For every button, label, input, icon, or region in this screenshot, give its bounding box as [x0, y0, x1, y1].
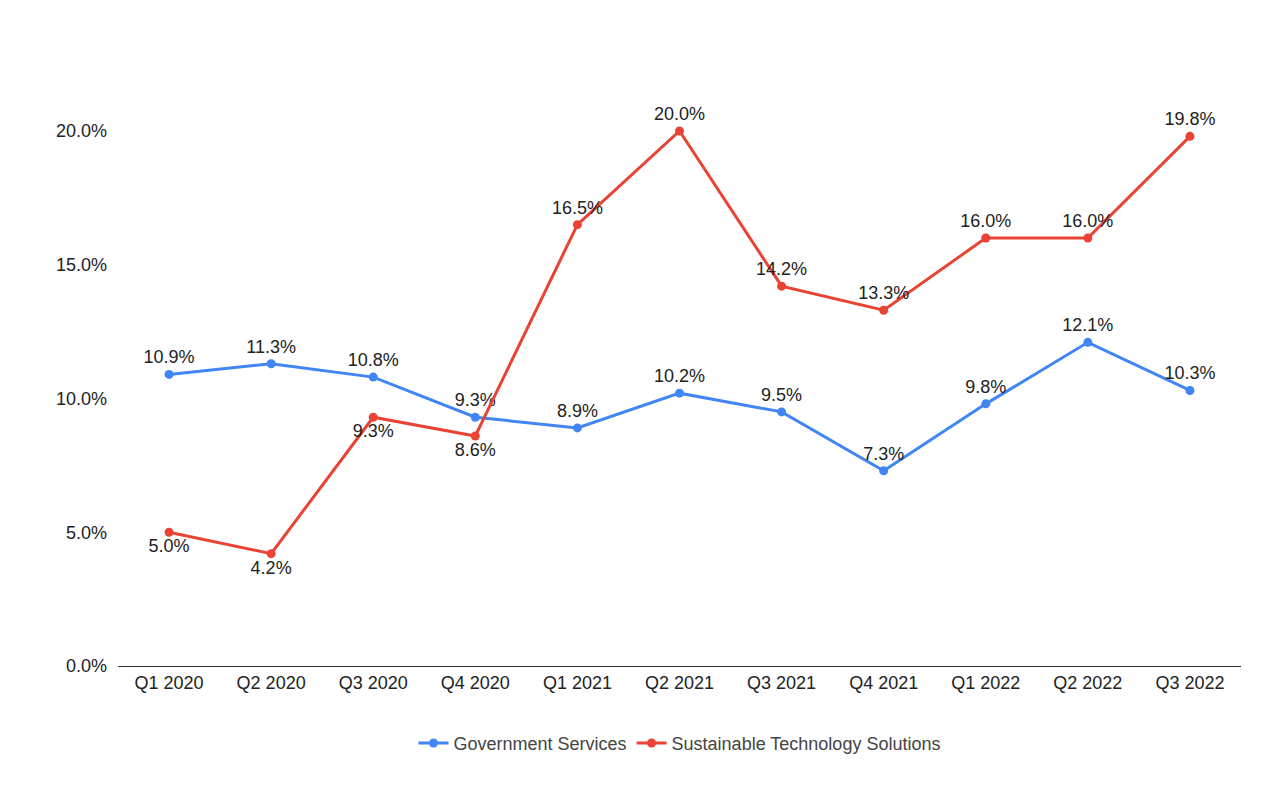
svg-text:16.0%: 16.0% [960, 211, 1011, 231]
svg-text:Government Services: Government Services [454, 734, 627, 754]
svg-text:12.1%: 12.1% [1062, 315, 1113, 335]
svg-text:20.0%: 20.0% [56, 121, 107, 141]
svg-text:4.2%: 4.2% [251, 558, 292, 578]
svg-text:20.0%: 20.0% [654, 104, 705, 124]
svg-text:Q1 2022: Q1 2022 [951, 673, 1020, 693]
svg-text:7.3%: 7.3% [863, 444, 904, 464]
svg-text:Q2 2022: Q2 2022 [1053, 673, 1122, 693]
svg-text:Q2 2021: Q2 2021 [645, 673, 714, 693]
svg-text:19.8%: 19.8% [1164, 109, 1215, 129]
svg-text:15.0%: 15.0% [56, 255, 107, 275]
svg-text:10.9%: 10.9% [144, 347, 195, 367]
svg-text:16.0%: 16.0% [1062, 211, 1113, 231]
svg-text:Sustainable Technology Solutio: Sustainable Technology Solutions [672, 734, 941, 754]
svg-text:14.2%: 14.2% [756, 259, 807, 279]
svg-text:Q3 2020: Q3 2020 [339, 673, 408, 693]
svg-text:8.9%: 8.9% [557, 401, 598, 421]
svg-text:8.6%: 8.6% [455, 440, 496, 460]
svg-text:10.0%: 10.0% [56, 389, 107, 409]
svg-text:13.3%: 13.3% [858, 283, 909, 303]
svg-text:11.3%: 11.3% [246, 337, 296, 357]
svg-text:5.0%: 5.0% [66, 523, 107, 543]
svg-text:Q1 2020: Q1 2020 [135, 673, 204, 693]
svg-text:Q2 2020: Q2 2020 [237, 673, 306, 693]
svg-text:9.3%: 9.3% [455, 390, 496, 410]
svg-text:Q4 2020: Q4 2020 [441, 673, 510, 693]
svg-text:10.8%: 10.8% [348, 350, 399, 370]
svg-text:5.0%: 5.0% [149, 536, 190, 556]
svg-text:Q1 2021: Q1 2021 [543, 673, 612, 693]
svg-text:9.8%: 9.8% [965, 377, 1006, 397]
svg-text:Q4 2021: Q4 2021 [849, 673, 918, 693]
svg-text:Q3 2021: Q3 2021 [747, 673, 816, 693]
svg-text:9.5%: 9.5% [761, 385, 802, 405]
svg-text:0.0%: 0.0% [66, 656, 107, 676]
svg-text:Q3 2022: Q3 2022 [1155, 673, 1224, 693]
svg-text:16.5%: 16.5% [552, 198, 603, 218]
svg-text:10.3%: 10.3% [1164, 363, 1215, 383]
svg-text:9.3%: 9.3% [353, 421, 394, 441]
svg-text:10.2%: 10.2% [654, 366, 705, 386]
